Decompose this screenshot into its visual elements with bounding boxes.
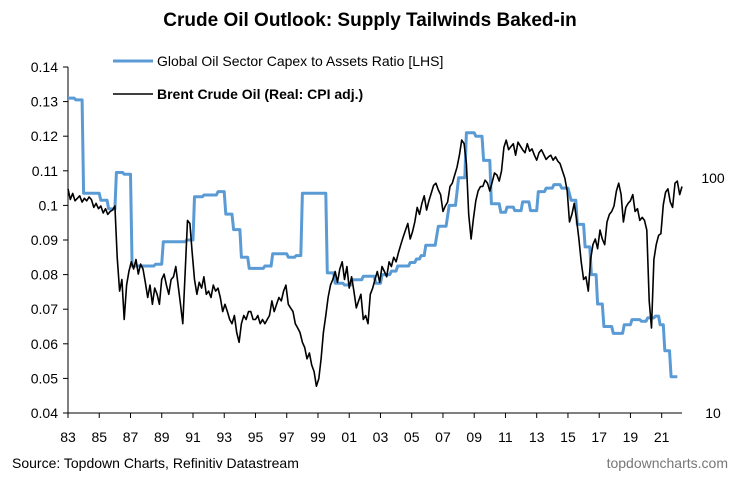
brent-crude-series-line <box>67 139 683 387</box>
left-tick-label: 0.07 <box>31 301 58 317</box>
x-tick-label: 09 <box>466 429 482 445</box>
right-tick-label: 10 <box>705 405 721 421</box>
x-tick-label: 91 <box>185 429 201 445</box>
capex-ratio-series-line <box>68 96 678 379</box>
right-axis-ticks: 10 100 <box>701 170 725 421</box>
left-tick-label: 0.05 <box>31 370 58 386</box>
x-tick-label: 07 <box>435 429 451 445</box>
x-tick-label: 95 <box>248 429 264 445</box>
left-tick-label: 0.1 <box>39 197 59 213</box>
right-tick-label: 100 <box>701 170 725 186</box>
left-tick-label: 0.04 <box>31 405 58 421</box>
left-tick-label: 0.14 <box>31 59 58 75</box>
x-tick-label: 03 <box>373 429 389 445</box>
chart-title: Crude Oil Outlook: Supply Tailwinds Bake… <box>163 10 576 31</box>
legend-brent-label: Brent Crude Oil (Real: CPI adj.) <box>157 86 363 102</box>
x-axis-ticks: 83 85 87 89 91 93 95 97 99 01 03 05 07 09 11 13 15 17 19 21 <box>60 413 670 445</box>
site-credit: topdowncharts.com <box>607 455 728 471</box>
left-tick-label: 0.11 <box>32 163 58 179</box>
x-tick-label: 83 <box>60 429 76 445</box>
legend: Global Oil Sector Capex to Assets Ratio … <box>113 53 443 102</box>
left-tick-label: 0.08 <box>31 267 58 283</box>
left-tick-label: 0.13 <box>31 94 58 110</box>
left-tick-label: 0.06 <box>31 336 58 352</box>
x-tick-label: 21 <box>654 429 670 445</box>
source-note: Source: Topdown Charts, Refinitiv Datast… <box>12 455 299 471</box>
x-tick-label: 93 <box>216 429 232 445</box>
x-tick-label: 85 <box>91 429 107 445</box>
x-tick-label: 89 <box>154 429 170 445</box>
x-tick-label: 87 <box>123 429 139 445</box>
x-tick-label: 97 <box>279 429 295 445</box>
legend-capex-label: Global Oil Sector Capex to Assets Ratio … <box>157 53 443 69</box>
x-tick-label: 99 <box>310 429 326 445</box>
x-tick-label: 19 <box>623 429 639 445</box>
x-tick-label: 13 <box>529 429 545 445</box>
left-tick-label: 0.12 <box>31 128 58 144</box>
x-tick-label: 05 <box>404 429 420 445</box>
left-tick-label: 0.09 <box>31 232 58 248</box>
x-tick-label: 01 <box>341 429 357 445</box>
x-tick-label: 17 <box>591 429 607 445</box>
x-tick-label: 11 <box>498 429 513 445</box>
x-tick-label: 15 <box>560 429 576 445</box>
left-axis-ticks: 0.04 0.05 0.06 0.07 0.08 0.09 0.1 0.11 0.12 0.13 0… <box>31 59 68 421</box>
